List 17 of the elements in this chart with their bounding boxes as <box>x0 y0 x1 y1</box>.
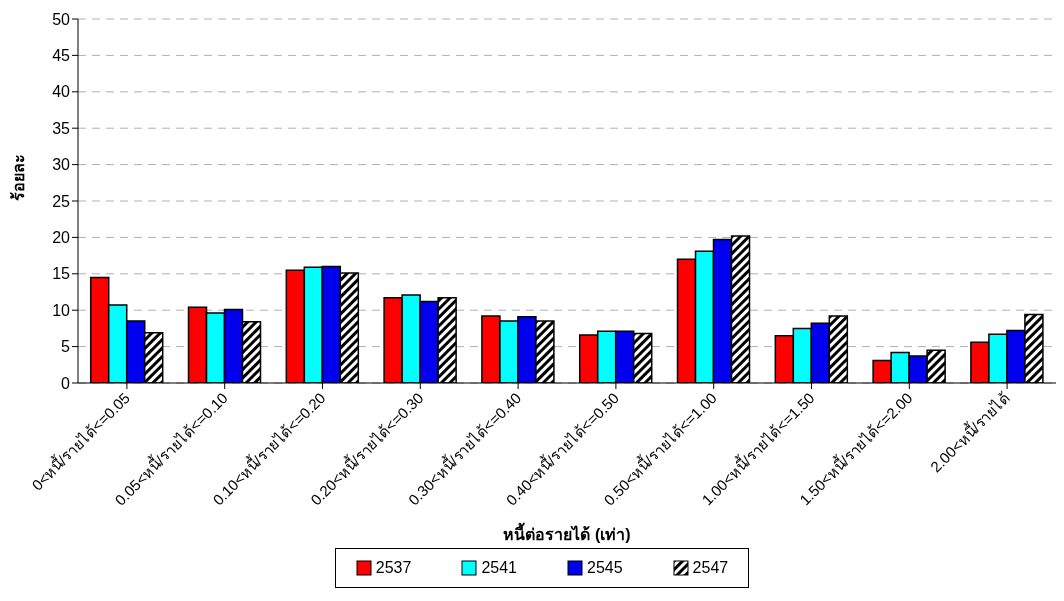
y-tick-label: 15 <box>52 265 71 283</box>
y-tick-label: 50 <box>52 10 71 28</box>
y-tick-label: 5 <box>61 338 71 356</box>
y-tick-label: 35 <box>52 119 71 137</box>
y-tick-label: 20 <box>52 229 71 247</box>
legend-label: 2547 <box>692 559 729 577</box>
y-tick-label: 40 <box>52 83 71 101</box>
y-tick-label: 30 <box>52 156 71 174</box>
x-axis-title: หนี้ต่อรายได้ (เท่า) <box>503 522 631 543</box>
y-tick-label: 25 <box>52 192 71 210</box>
y-tick-label: 0 <box>61 374 71 392</box>
legend-label: 2545 <box>587 559 623 577</box>
legend-label: 2537 <box>375 559 412 577</box>
y-tick-label: 10 <box>52 301 71 319</box>
y-tick-label: 45 <box>52 47 71 65</box>
y-axis-title: ร้อยละ <box>9 154 27 201</box>
legend-label: 2541 <box>481 559 517 577</box>
